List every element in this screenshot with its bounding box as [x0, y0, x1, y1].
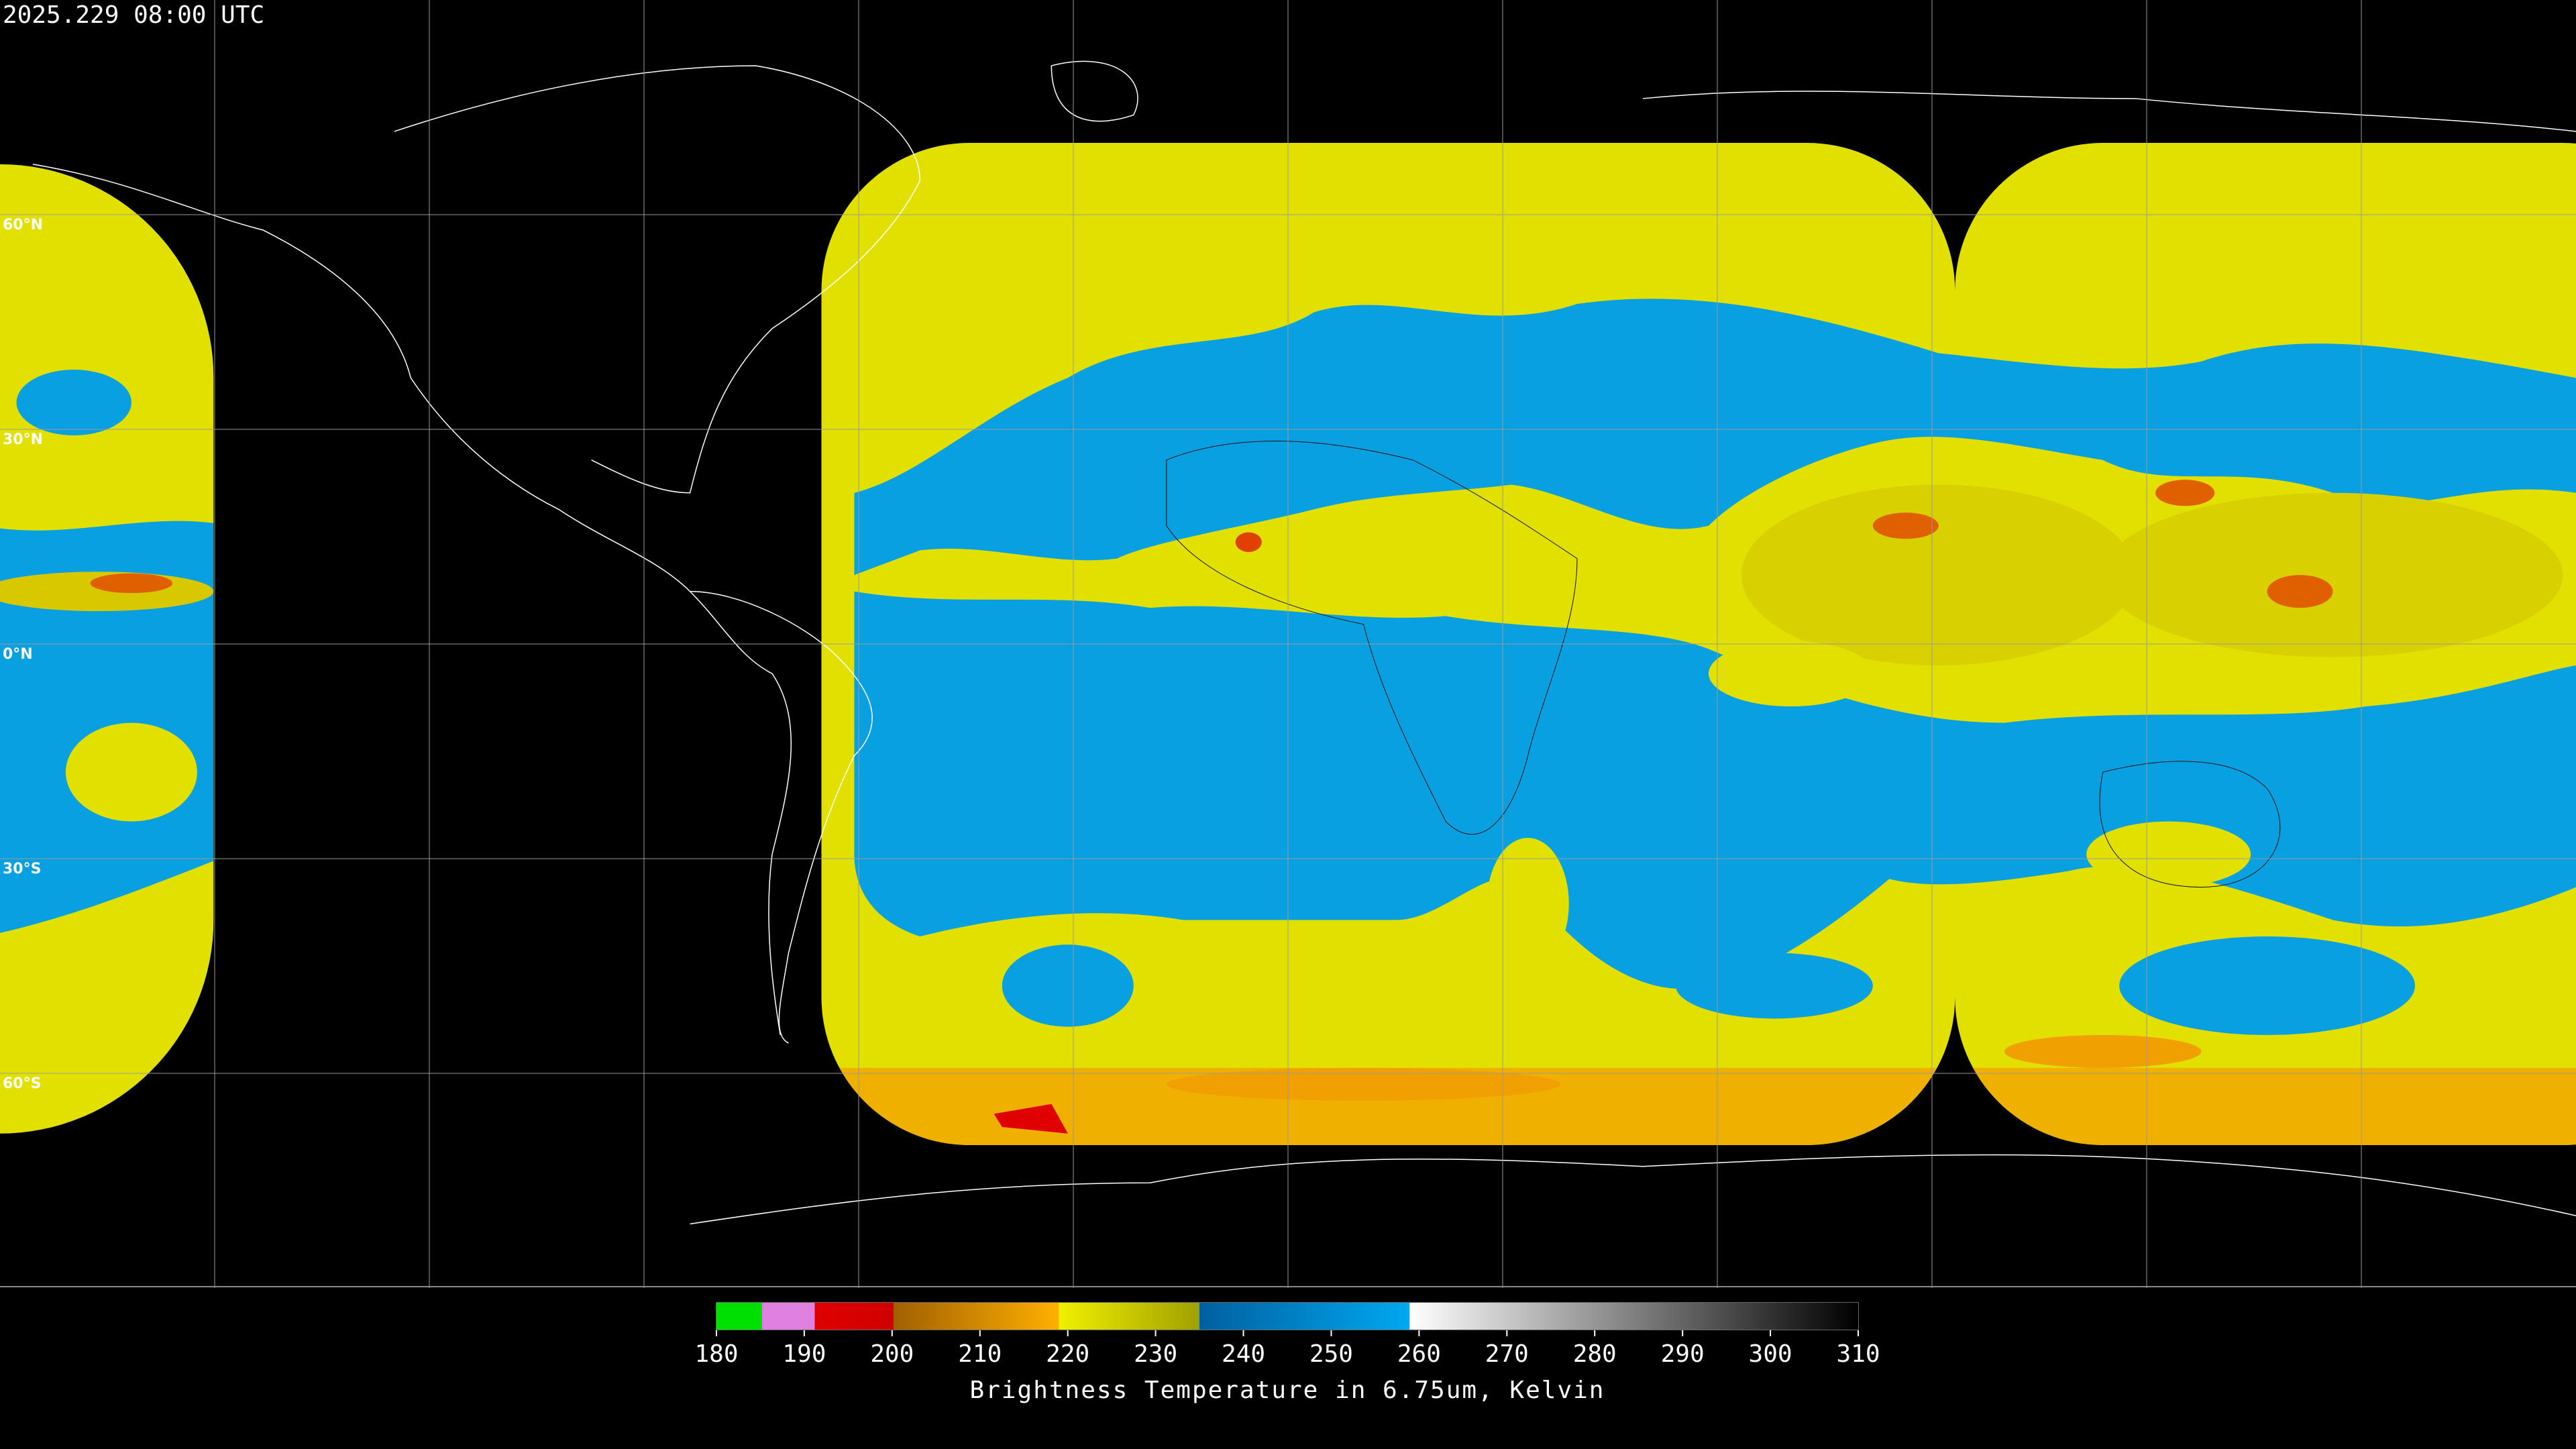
coastlines-under-imagery [1167, 441, 2280, 887]
latitude-label: 30°S [3, 861, 41, 877]
colorbar-tick-label: 250 [1309, 1340, 1353, 1368]
colorbar-ticks: 180 190 200 210 220 230 240 250 260 270 280 290 300 3… [694, 1330, 1880, 1368]
latitude-label: 60°S [3, 1075, 41, 1092]
graticule [0, 0, 2576, 1288]
colorbar-tick-label: 230 [1134, 1340, 1177, 1368]
latitude-label: 60°N [3, 217, 43, 233]
latitude-label: 0°N [3, 646, 33, 663]
coastlines [33, 61, 2576, 1224]
colorbar-tick-label: 280 [1573, 1340, 1617, 1368]
colorbar-tick-label: 180 [694, 1340, 738, 1368]
colorbar-tick-label: 300 [1749, 1340, 1792, 1368]
colorbar-tick-label: 220 [1046, 1340, 1089, 1368]
colorbar-tick-label: 260 [1397, 1340, 1441, 1368]
colorbar-tick-label: 310 [1836, 1340, 1880, 1368]
latitude-label: 30°N [3, 431, 43, 448]
colorbar-tick-label: 200 [870, 1340, 914, 1368]
colorbar-tick-label: 240 [1222, 1340, 1265, 1368]
latitude-labels: 60°N 30°N 0°N 30°S 60°S [3, 217, 43, 1092]
colorbar-title: Brightness Temperature in 6.75um, Kelvin [970, 1377, 1605, 1404]
colorbar-tick-label: 210 [958, 1340, 1002, 1368]
colorbar-tick-label: 190 [782, 1340, 826, 1368]
map [0, 0, 2576, 1288]
colorbar-tick-label: 270 [1485, 1340, 1529, 1368]
timestamp: 2025.229 08:00 UTC [3, 1, 264, 29]
colorbar-tick-label: 290 [1661, 1340, 1705, 1368]
colorbar [716, 1302, 1859, 1330]
